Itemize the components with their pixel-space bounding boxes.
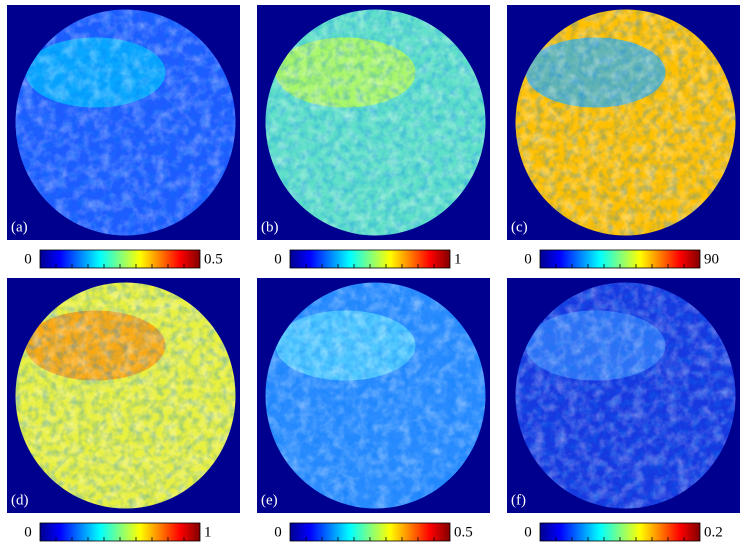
map-texture <box>515 9 736 236</box>
panel-label: (c) <box>511 219 528 235</box>
panel-label: (a) <box>11 219 28 235</box>
colorbar-min: 0 <box>274 524 282 540</box>
panel-label: (d) <box>11 492 29 508</box>
panel: (e) 0 0.5 <box>257 278 490 542</box>
panel-label: (e) <box>261 492 278 508</box>
sample-map <box>15 282 236 509</box>
sample-map <box>515 9 736 236</box>
colorbar-min: 0 <box>524 251 532 267</box>
colorbar-max: 1 <box>204 524 212 540</box>
colorbar-max: 1 <box>454 251 462 267</box>
colorbar-max: 0.2 <box>704 524 723 540</box>
panel-label: (f) <box>511 492 526 508</box>
map-texture <box>515 282 736 509</box>
sample-map <box>265 282 486 509</box>
colorbar-min: 0 <box>24 251 32 267</box>
colorbar-min: 0 <box>524 524 532 540</box>
panel: (c) 0 90 <box>507 5 740 269</box>
map-texture <box>15 282 236 509</box>
map-texture <box>265 282 486 509</box>
sample-map <box>515 282 736 509</box>
sample-map <box>15 9 236 236</box>
panel: (d) 0 1 <box>7 278 240 542</box>
colorbar-min: 0 <box>274 251 282 267</box>
sample-map <box>265 9 486 236</box>
panel-label: (b) <box>261 219 279 235</box>
colorbar-min: 0 <box>24 524 32 540</box>
map-texture <box>15 9 236 236</box>
colorbar-max: 0.5 <box>454 524 473 540</box>
map-texture <box>265 9 486 236</box>
panel: (b) 0 1 <box>257 5 490 269</box>
colorbar-max: 90 <box>704 251 719 267</box>
panel: (f) 0 0.2 <box>507 278 740 542</box>
colorbar-max: 0.5 <box>204 251 223 267</box>
panel: (a) 0 0.5 <box>7 5 240 269</box>
